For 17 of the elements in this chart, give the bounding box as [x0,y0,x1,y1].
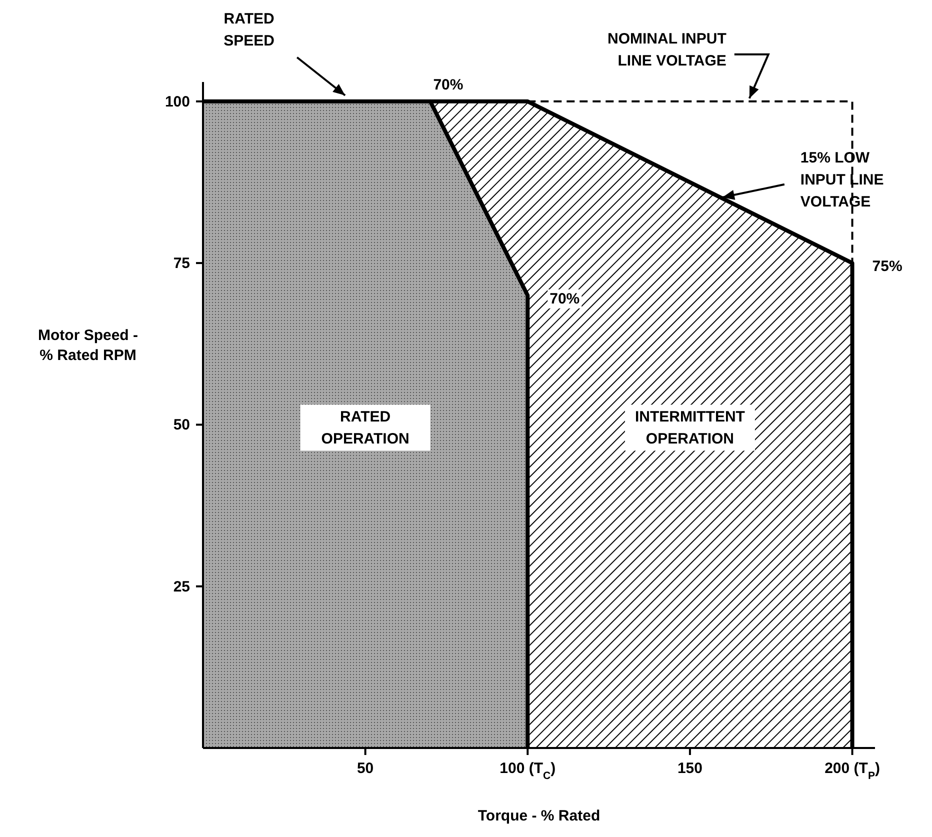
annotation: NOMINAL INPUT LINE VOLTAGE [608,30,726,70]
y-tick-label: 25 [173,578,190,596]
x-tick-label: 50 [356,760,374,777]
annotation: 75% [872,258,902,276]
annotation: 70% [550,290,580,308]
x-axis-title: Torque - % Rated [478,808,600,825]
series-label: INTERMITTENT OPERATION [634,408,745,448]
series-label: RATED OPERATION [321,408,410,448]
y-axis-title: Motor Speed - % Rated RPM [37,326,139,366]
x-tick-label: 200 (T$_{P}$) [824,760,880,782]
y-tick-label: 100 [164,93,190,110]
annotation: 70% [433,76,464,94]
x-tick-label: 100 (T$_{C}$) [500,760,556,782]
y-tick-label: 75 [173,255,190,272]
y-tick-label: 50 [173,416,190,434]
x-tick-label: 150 [677,760,702,777]
text: RATED SPEED [224,10,275,50]
